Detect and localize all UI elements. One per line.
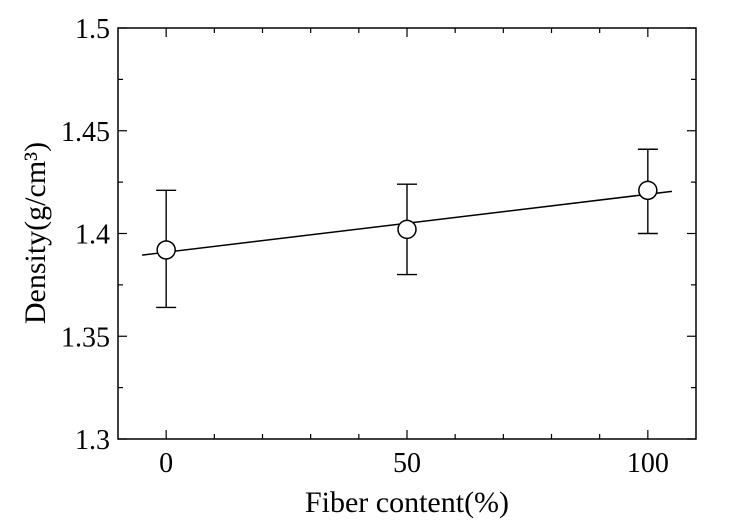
axis-ticks: [118, 27, 696, 440]
y-tick-label: 1.4: [75, 220, 110, 251]
y-tick-label: 1.45: [61, 117, 110, 148]
y-tick-label: 1.3: [75, 425, 110, 456]
x-tick-label: 0: [159, 448, 173, 479]
x-tick-label: 50: [393, 448, 421, 479]
tick-labels: 0 50 100 1.3 1.35 1.4 1.45 1.5: [61, 14, 669, 479]
data-point: [156, 240, 176, 260]
data-marks: [141, 148, 673, 309]
data-point: [397, 219, 417, 240]
y-tick-label: 1.35: [61, 322, 110, 353]
data-point: [638, 180, 658, 201]
y-axis-title: Density(g/cm³): [19, 142, 52, 324]
x-tick-label: 100: [627, 448, 669, 479]
x-axis-title: Fiber content(%): [305, 486, 509, 519]
y-tick-label: 1.5: [75, 14, 110, 45]
